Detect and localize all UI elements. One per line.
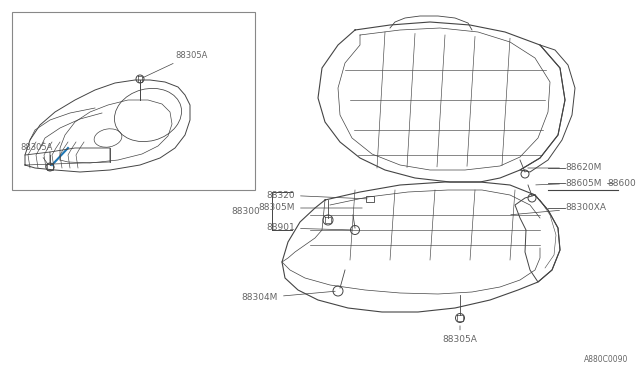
Bar [12,12,255,190]
Text: 88305A: 88305A [143,51,207,78]
Text: 88305A: 88305A [443,326,477,344]
Text: 88600: 88600 [607,179,636,187]
Text: A880C0090: A880C0090 [584,356,628,365]
Text: 88304M: 88304M [242,291,335,302]
Text: 88305M: 88305M [259,203,362,212]
Text: 88320: 88320 [266,190,367,199]
Text: 88605M: 88605M [536,179,602,187]
Text: 88620M: 88620M [528,164,602,173]
Text: 88300XA: 88300XA [511,203,606,215]
Text: 88305A: 88305A [20,144,52,165]
Text: 88901: 88901 [266,224,352,232]
Bar [366,196,374,202]
Text: 88300: 88300 [231,206,260,215]
